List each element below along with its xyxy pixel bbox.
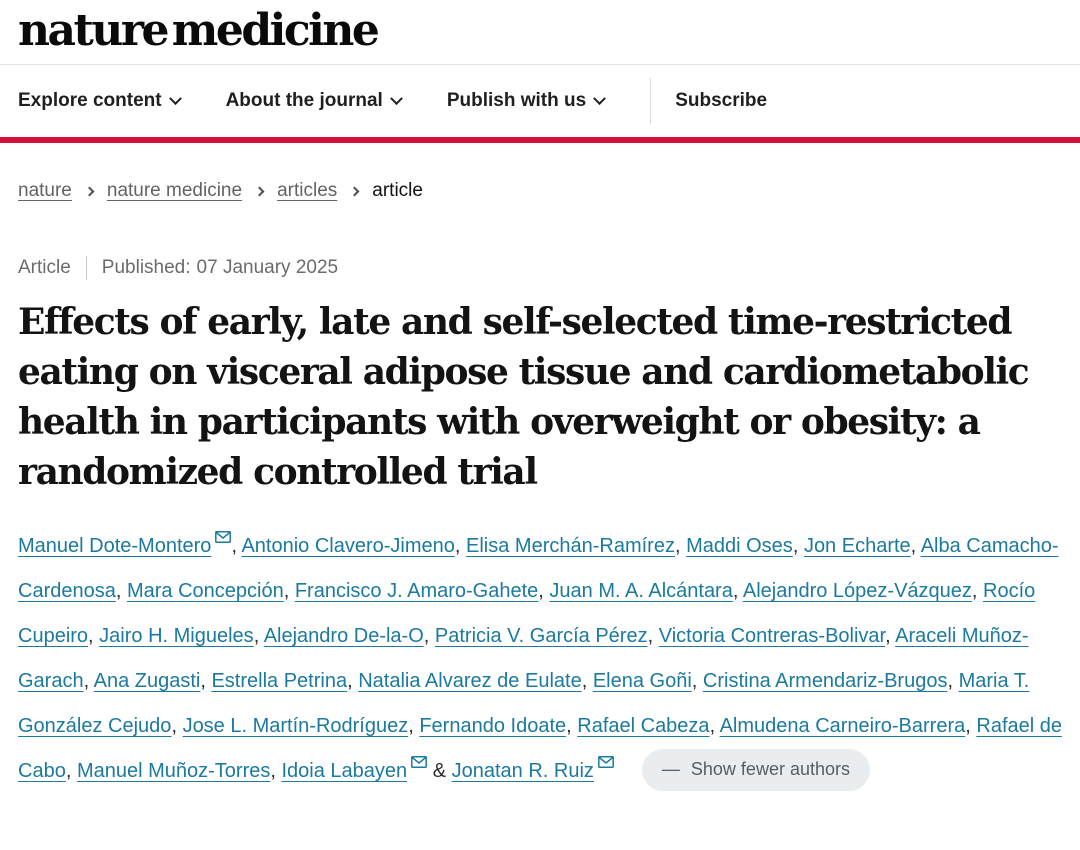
show-fewer-authors-button[interactable]: — Show fewer authors <box>641 749 870 792</box>
author-separator: , <box>732 580 743 603</box>
article-meta: Article Published: 07 January 2025 <box>18 256 1062 281</box>
nav-item-label: Explore content <box>18 90 162 112</box>
author-separator: , <box>709 715 720 738</box>
author-link[interactable]: Rafael Cabeza <box>577 715 710 738</box>
author-link[interactable]: Elisa Merchán-Ramírez <box>466 535 675 558</box>
article-title: Effects of early, late and self-selected… <box>18 301 1030 494</box>
breadcrumb-item-nature-medicine[interactable]: nature medicine <box>106 180 243 202</box>
author-link[interactable]: Maria T. González Cejudo <box>18 670 1030 738</box>
nav-item-explore-content[interactable]: Explore content <box>18 90 182 112</box>
author-link[interactable]: Jairo H. Migueles <box>99 625 254 648</box>
author-separator: , <box>454 535 467 558</box>
author-link[interactable]: Manuel Muñoz-Torres <box>76 760 271 783</box>
author-separator: , <box>674 535 687 558</box>
minus-icon: — <box>661 759 680 780</box>
nav-item-subscribe[interactable]: Subscribe <box>675 90 767 112</box>
article-type-label: Article <box>18 257 71 279</box>
author-separator: , <box>947 670 959 693</box>
author-separator: , <box>88 625 100 648</box>
author-separator: , <box>971 580 984 603</box>
journal-logo[interactable]: nature medicine <box>18 5 380 56</box>
author-separator: , <box>283 580 295 603</box>
header: nature medicine <box>0 0 1080 64</box>
author-link[interactable]: Manuel Dote-Montero <box>18 535 212 558</box>
published-date: 07 January 2025 <box>196 257 339 279</box>
author-link[interactable]: Araceli Muñoz-Garach <box>18 625 1029 693</box>
author-link[interactable]: Maddi Oses <box>686 535 793 558</box>
author-separator: , <box>910 535 921 558</box>
author-separator: , <box>792 535 804 558</box>
author-link[interactable]: Juan M. A. Alcántara <box>549 580 733 603</box>
author-link[interactable]: Cristina Armendariz-Brugos <box>702 670 948 693</box>
author-link[interactable]: Estrella Petrina <box>211 670 348 693</box>
author-separator: , <box>171 715 183 738</box>
authors-flow: Manuel Dote-Montero, Antonio Clavero-Jim… <box>18 531 1062 783</box>
meta-divider <box>85 256 87 281</box>
breadcrumb-item-article: article <box>372 180 423 202</box>
chevron-right-icon <box>254 186 265 197</box>
chevron-right-icon <box>349 186 360 197</box>
author-separator: , <box>965 715 977 738</box>
author-link[interactable]: Francisco J. Amaro-Gahete <box>294 580 539 603</box>
email-icon[interactable] <box>215 531 232 544</box>
author-link[interactable]: Jose L. Martín-Rodríguez <box>182 715 409 738</box>
breadcrumb: nature nature medicine articles article <box>18 180 1062 202</box>
author-separator: , <box>253 625 264 648</box>
author-link[interactable]: Alba Camacho-Cardenosa <box>18 535 1059 603</box>
author-separator: & <box>427 760 452 783</box>
author-separator: , <box>65 760 77 783</box>
author-separator: , <box>200 670 212 693</box>
show-fewer-authors-label: Show fewer authors <box>690 759 850 780</box>
main-navigation: Explore content About the journal Publish … <box>0 65 1080 137</box>
author-link[interactable]: Alejandro López-Vázquez <box>742 580 972 603</box>
author-link[interactable]: Antonio Clavero-Jimeno <box>241 535 455 558</box>
author-separator: , <box>647 625 659 648</box>
header-divider <box>0 64 1080 66</box>
breadcrumb-item-nature[interactable]: nature <box>18 180 72 202</box>
author-link[interactable]: Ana Zugasti <box>93 670 201 693</box>
author-link[interactable]: Victoria Contreras-Bolivar <box>658 625 886 648</box>
nav-item-about-the-journal[interactable]: About the journal <box>225 90 403 112</box>
email-icon[interactable] <box>597 756 614 769</box>
nav-item-publish-with-us[interactable]: Publish with us <box>446 90 607 112</box>
published-label: Published: <box>101 257 191 279</box>
author-separator: , <box>115 580 127 603</box>
author-link[interactable]: Jonatan R. Ruiz <box>451 760 594 783</box>
author-link[interactable]: Almudena Carneiro-Barrera <box>719 715 966 738</box>
author-link[interactable]: Rafael de Cabo <box>18 715 1062 783</box>
author-link[interactable]: Fernando Idoate <box>419 715 567 738</box>
author-link[interactable]: Mara Concepción <box>126 580 284 603</box>
author-separator: , <box>423 625 435 648</box>
author-separator: , <box>885 625 896 648</box>
email-icon[interactable] <box>411 756 428 769</box>
breadcrumb-item-articles[interactable]: articles <box>277 180 338 202</box>
nav-item-label: Subscribe <box>675 90 768 112</box>
chevron-right-icon <box>84 186 95 197</box>
author-separator: , <box>270 760 282 783</box>
author-list: Manuel Dote-Montero, Antonio Clavero-Jim… <box>18 524 1062 794</box>
author-link[interactable]: Alejandro De-la-O <box>263 625 424 648</box>
chevron-down-icon <box>168 91 182 105</box>
brand-accent-bar <box>0 137 1080 144</box>
author-separator: , <box>691 670 703 693</box>
author-link[interactable]: Elena Goñi <box>592 670 692 693</box>
author-separator: , <box>231 535 242 558</box>
author-separator: , <box>408 715 420 738</box>
author-separator: , <box>83 670 94 693</box>
author-separator: , <box>581 670 593 693</box>
author-link[interactable]: Rocío Cupeiro <box>18 580 1036 648</box>
author-link[interactable]: Jon Echarte <box>803 535 911 558</box>
nav-divider <box>650 78 652 125</box>
author-separator: , <box>566 715 578 738</box>
author-separator: , <box>347 670 359 693</box>
chevron-down-icon <box>593 91 607 105</box>
nav-item-label: About the journal <box>225 90 383 112</box>
author-link[interactable]: Idoia Labayen <box>281 760 408 783</box>
author-link[interactable]: Patricia V. García Pérez <box>434 625 648 648</box>
nav-item-label: Publish with us <box>446 90 587 112</box>
author-link[interactable]: Natalia Alvarez de Eulate <box>358 670 582 693</box>
chevron-down-icon <box>389 91 403 105</box>
author-separator: , <box>538 580 550 603</box>
